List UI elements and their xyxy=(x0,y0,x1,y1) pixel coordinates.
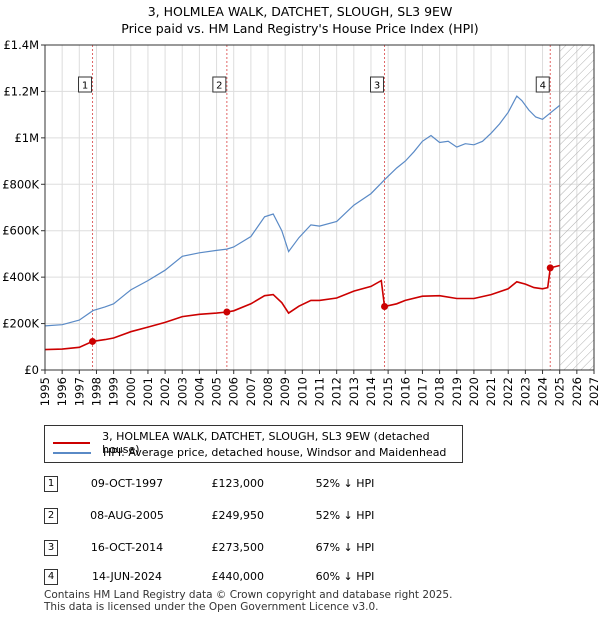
legend-swatch-property xyxy=(53,442,91,444)
x-tick-label: 2016 xyxy=(398,377,412,406)
sale-hpi-diff: 60% ↓ HPI xyxy=(315,570,375,583)
footer-licence: This data is licensed under the Open Gov… xyxy=(44,601,379,613)
x-tick-label: 2027 xyxy=(587,377,600,406)
x-tick-label: 2013 xyxy=(347,377,361,406)
x-tick-label: 2003 xyxy=(175,377,189,406)
y-tick-label: £400K xyxy=(2,270,39,284)
sale-date: 08-AUG-2005 xyxy=(90,509,164,522)
sale-row: 3 16-OCT-2014 £273,500 67% ↓ HPI xyxy=(44,538,564,560)
x-tick-label: 2024 xyxy=(536,377,550,406)
sale-date: 14-JUN-2024 xyxy=(91,570,163,583)
x-tick-label: 2002 xyxy=(158,377,172,406)
y-tick-label: £1M xyxy=(14,131,39,145)
sale-hpi-diff: 52% ↓ HPI xyxy=(315,477,375,490)
sale-price: £123,000 xyxy=(211,477,265,490)
x-tick-label: 2015 xyxy=(381,377,395,406)
sale-row: 4 14-JUN-2024 £440,000 60% ↓ HPI xyxy=(44,567,564,589)
x-tick-label: 2009 xyxy=(278,377,292,406)
sale-number-badge: 4 xyxy=(44,569,58,585)
sale-number-badge: 1 xyxy=(44,476,58,492)
y-tick-label: £200K xyxy=(2,317,39,331)
x-tick-label: 1995 xyxy=(38,377,52,406)
x-tick-label: 2023 xyxy=(518,377,532,406)
y-tick-label: £600K xyxy=(2,224,39,238)
x-tick-label: 2022 xyxy=(501,377,515,406)
sale-label-box xyxy=(212,76,227,93)
sale-date: 16-OCT-2014 xyxy=(90,541,164,554)
y-tick-label: £1.4M xyxy=(3,38,39,52)
x-tick-label: 1996 xyxy=(55,377,69,406)
sale-label-text: 2 xyxy=(216,81,222,92)
x-tick-label: 2012 xyxy=(330,377,344,406)
sale-label-box xyxy=(370,76,385,93)
legend-label-property: 3, HOLMLEA WALK, DATCHET, SLOUGH, SL3 9E… xyxy=(102,430,430,456)
legend: 3, HOLMLEA WALK, DATCHET, SLOUGH, SL3 9E… xyxy=(44,425,463,463)
legend-label-hpi: HPI: Average price, detached house, Wind… xyxy=(103,446,447,459)
sale-row: 1 09-OCT-1997 £123,000 52% ↓ HPI xyxy=(44,474,564,496)
x-tick-label: 1999 xyxy=(107,377,121,406)
property-series-line xyxy=(44,264,560,351)
price-chart: 1 2 3 4 £0 £200K £400K £600K £800K £1M £1.2M £1.4M… xyxy=(2,38,600,406)
legend-item-hpi: HPI: Average price, detached house, Wind… xyxy=(53,446,446,459)
sale-point xyxy=(223,308,231,316)
x-tick-label: 2008 xyxy=(261,377,275,406)
sale-label-box xyxy=(78,76,93,93)
x-tick-label: 2020 xyxy=(467,377,481,406)
sale-number-badge: 3 xyxy=(44,540,58,556)
y-tick-label: £800K xyxy=(2,177,39,191)
sale-point xyxy=(546,264,554,272)
sale-hpi-diff: 67% ↓ HPI xyxy=(315,541,375,554)
chart-title-line1: 3, HOLMLEA WALK, DATCHET, SLOUGH, SL3 9E… xyxy=(147,4,453,19)
x-tick-label: 2004 xyxy=(192,377,206,406)
x-tick-label: 1998 xyxy=(89,377,103,406)
chart-title-line2: Price paid vs. HM Land Registry's House … xyxy=(121,21,479,36)
hpi-series-line xyxy=(44,95,561,327)
sale-price: £440,000 xyxy=(211,570,265,583)
sale-label-text: 1 xyxy=(82,81,88,92)
sale-label-text: 4 xyxy=(540,81,546,92)
sale-point xyxy=(381,303,389,311)
x-tick-label: 2025 xyxy=(553,377,567,406)
x-tick-label: 2007 xyxy=(244,377,258,406)
x-tick-label: 2026 xyxy=(570,377,584,406)
sale-date: 09-OCT-1997 xyxy=(90,477,164,490)
sale-label-text: 3 xyxy=(374,81,380,92)
x-tick-label: 2011 xyxy=(313,377,327,406)
sale-price: £249,950 xyxy=(211,509,265,522)
sale-row: 2 08-AUG-2005 £249,950 52% ↓ HPI xyxy=(44,506,564,528)
x-tick-label: 2018 xyxy=(433,377,447,406)
x-tick-label: 2005 xyxy=(210,377,224,406)
x-tick-label: 2017 xyxy=(415,377,429,406)
y-tick-label: £0 xyxy=(24,363,39,377)
sale-number-badge: 2 xyxy=(44,508,58,524)
sale-point xyxy=(89,337,97,345)
forecast-hatch-region xyxy=(559,45,594,370)
x-tick-label: 2001 xyxy=(141,377,155,406)
x-tick-label: 2010 xyxy=(295,377,309,406)
sale-label-box xyxy=(535,76,550,93)
x-tick-label: 2019 xyxy=(450,377,464,406)
x-tick-label: 2014 xyxy=(364,377,378,406)
x-tick-label: 1997 xyxy=(72,377,86,406)
sale-hpi-diff: 52% ↓ HPI xyxy=(315,509,375,522)
sale-price: £273,500 xyxy=(211,541,265,554)
legend-swatch-hpi xyxy=(53,451,91,454)
x-tick-label: 2000 xyxy=(124,377,138,406)
x-tick-label: 2021 xyxy=(484,377,498,406)
x-tick-label: 2006 xyxy=(227,377,241,406)
y-tick-label: £1.2M xyxy=(3,84,39,98)
footer-copyright: Contains HM Land Registry data © Crown c… xyxy=(44,589,453,601)
legend-item-property: 3, HOLMLEA WALK, DATCHET, SLOUGH, SL3 9E… xyxy=(53,430,462,456)
